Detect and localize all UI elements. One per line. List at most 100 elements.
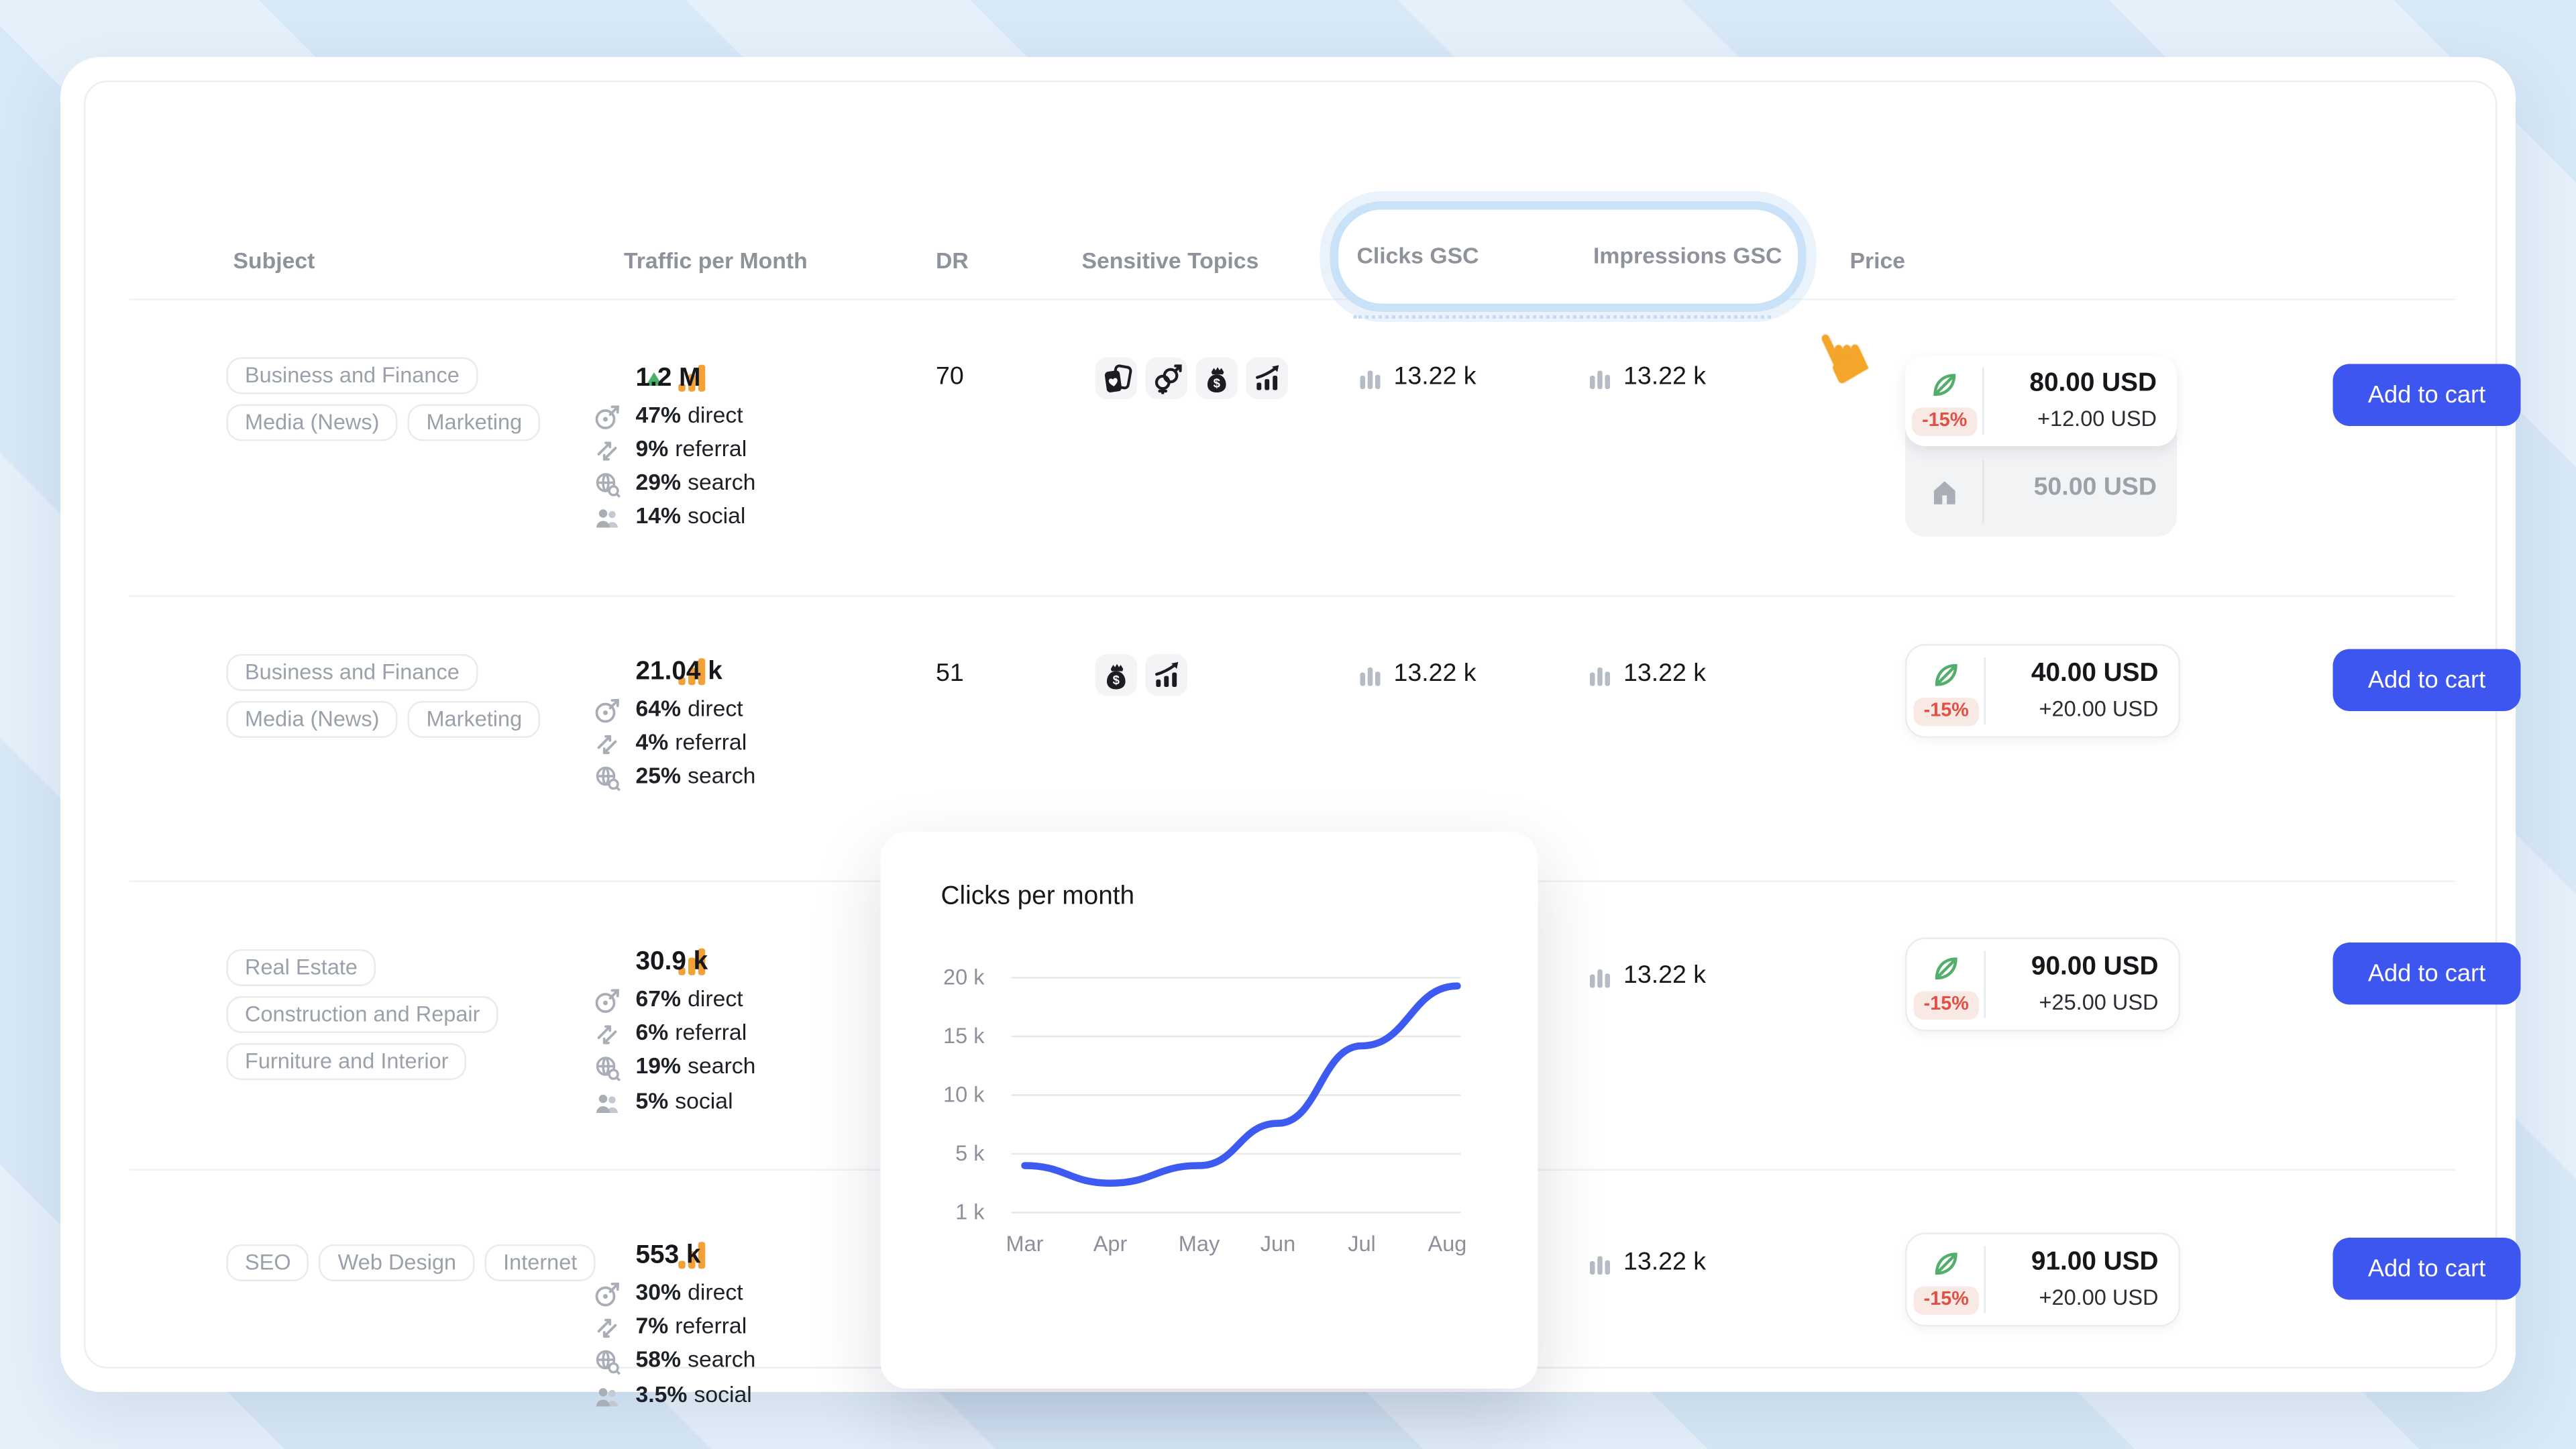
pointing-hand-cursor: ☛ (1794, 309, 1893, 400)
sensitive-topic-trading-icon (1145, 654, 1187, 696)
svg-text:$: $ (1113, 673, 1120, 687)
sensitive-topic-playing-cards-icon (1095, 357, 1137, 399)
subject-tags: Business and Finance Media (News) Market… (226, 357, 621, 441)
mini-bar-chart-icon (1590, 969, 1610, 988)
subject-tag: Construction and Repair (226, 996, 499, 1033)
tab-impressions-gsc[interactable]: Impressions GSC (1593, 243, 1782, 269)
exchange-arrows-icon (597, 441, 617, 461)
price-divider (1982, 460, 1984, 523)
traffic-value: 30.9 k (635, 947, 708, 977)
subject-tag: Real Estate (226, 949, 376, 986)
discount-badge: -15% (1913, 991, 1979, 1020)
exchange-arrows-icon (597, 1025, 617, 1044)
subject-tag: Furniture and Interior (226, 1043, 468, 1080)
base-price: 50.00 USD (2033, 473, 2157, 502)
subject-tag: SEO (226, 1244, 310, 1281)
dr-value: 51 (936, 659, 964, 688)
add-to-cart-button[interactable]: Add to cart (2332, 364, 2521, 426)
sensitive-topic-dating-icon (1145, 357, 1187, 399)
subject-tag: Marketing (407, 404, 541, 441)
price-card[interactable]: -15% 91.00 USD +20.00 USD (1905, 1232, 2180, 1327)
extra-price: +20.00 USD (2039, 1285, 2159, 1310)
analytics-bars-icon (678, 1242, 706, 1269)
impressions-gsc-value: 13.22 k (1623, 1248, 1707, 1277)
sensitive-topic-money-bag-icon: $ (1095, 654, 1137, 696)
x-tick-label: Jul (1348, 1231, 1376, 1256)
target-arrow-icon (595, 405, 619, 429)
x-tick-label: May (1178, 1231, 1220, 1256)
price-card[interactable]: -15% 40.00 USD +20.00 USD (1905, 644, 2180, 738)
chart-title: Clicks per month (941, 882, 1135, 911)
x-tick-label: Aug (1428, 1231, 1467, 1256)
mini-bar-chart-icon (1360, 370, 1381, 389)
row-divider (129, 595, 2455, 597)
feather-icon (1935, 663, 1957, 686)
clicks-gsc-value: 13.22 k (1393, 659, 1477, 688)
mini-bar-chart-icon (1360, 667, 1381, 686)
impressions-gsc-value: 13.22 k (1623, 362, 1707, 391)
extra-price: +12.00 USD (2037, 406, 2157, 431)
add-to-cart-button[interactable]: Add to cart (2332, 943, 2521, 1005)
col-header-price: Price (1849, 248, 1906, 274)
clicks-series-line (1021, 982, 1461, 1187)
people-icon (596, 509, 618, 528)
subject-tags: Real Estate Construction and Repair Furn… (226, 949, 621, 1080)
current-price: 80.00 USD (2029, 369, 2157, 398)
target-arrow-icon (595, 989, 619, 1013)
subject-tag: Web Design (319, 1244, 475, 1281)
people-icon (596, 1094, 618, 1113)
target-arrow-icon (595, 1282, 619, 1307)
analytics-bars-icon (678, 948, 706, 975)
current-price: 91.00 USD (2031, 1248, 2159, 1277)
globe-search-icon (596, 766, 621, 792)
main-card: Subject Traffic per Month DR Sensitive T… (60, 57, 2521, 1407)
y-tick-label: 10 k (943, 1081, 985, 1108)
current-price: 40.00 USD (2031, 659, 2159, 688)
y-tick-label: 20 k (943, 964, 985, 990)
feather-icon (1935, 1252, 1957, 1275)
extra-price: +20.00 USD (2039, 696, 2159, 722)
extra-price: +25.00 USD (2039, 989, 2159, 1015)
tab-clicks-gsc[interactable]: Clicks GSC (1356, 243, 1479, 269)
col-header-traffic: Traffic per Month (624, 248, 808, 274)
price-card[interactable]: -15% 90.00 USD +25.00 USD (1905, 937, 2180, 1032)
discounted-price-panel: -15% 80.00 USD +12.00 USD (1905, 356, 2177, 446)
feather-icon (1935, 957, 1957, 980)
impressions-gsc-value: 13.22 k (1623, 961, 1707, 990)
price-card[interactable]: 50.00 USD -15% 80.00 USD +12.00 USD (1905, 356, 2177, 537)
y-tick-label: 1 k (955, 1199, 985, 1225)
discount-badge: -15% (1913, 698, 1979, 727)
col-header-subject: Subject (233, 248, 315, 274)
analytics-bars-icon (678, 364, 706, 392)
subject-tag: Business and Finance (226, 654, 478, 691)
sensitive-topic-money-bag-icon: $ (1195, 357, 1238, 399)
people-icon (596, 1388, 618, 1407)
price-divider (1984, 1246, 1986, 1313)
subject-tags: Business and Finance Media (News) Market… (226, 654, 621, 738)
exchange-arrows-icon (597, 735, 617, 755)
trend-up-icon (645, 372, 663, 386)
x-tick-label: Mar (1006, 1231, 1044, 1256)
col-header-sensitive-topics: Sensitive Topics (1081, 248, 1259, 274)
discount-badge: -15% (1913, 1286, 1979, 1315)
globe-search-icon (596, 1057, 621, 1081)
subject-tag: Media (News) (226, 404, 398, 441)
y-tick-label: 15 k (943, 1023, 985, 1049)
table-card: Subject Traffic per Month DR Sensitive T… (84, 80, 2521, 1407)
col-header-dr: DR (936, 248, 969, 274)
target-arrow-icon (595, 698, 619, 723)
subject-tag: Marketing (407, 701, 541, 738)
discount-badge: -15% (1912, 407, 1978, 436)
subject-tag: Internet (484, 1244, 596, 1281)
add-to-cart-button[interactable]: Add to cart (2332, 649, 2521, 711)
subject-tag: Media (News) (226, 701, 398, 738)
clicks-line-chart (1011, 977, 1461, 1214)
subject-tag: Business and Finance (226, 357, 478, 394)
dr-value: 70 (936, 362, 964, 391)
clicks-per-month-popup: Clicks per month 20 k 15 k 10 k 5 k 1 k (880, 832, 1538, 1389)
current-price: 90.00 USD (2031, 953, 2159, 981)
price-divider (1982, 367, 1984, 435)
x-tick-label: Jun (1260, 1231, 1296, 1256)
add-to-cart-button[interactable]: Add to cart (2332, 1238, 2521, 1300)
